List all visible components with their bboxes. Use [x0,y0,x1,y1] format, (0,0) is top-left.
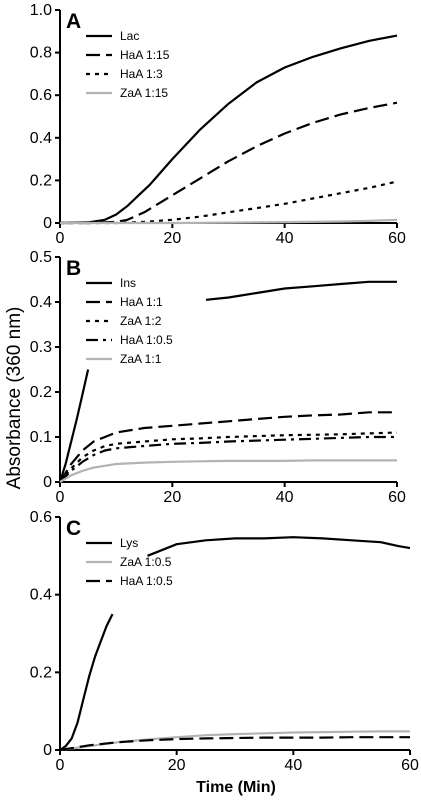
y-tick-label: 0.2 [30,384,52,401]
x-tick-label: 0 [56,230,65,247]
x-tick-label: 40 [284,757,302,774]
chart-panel-c: 0 20 40 60 0 0.2 0.4 0.6 C Lys ZaA 1:0.5 HaA 1:0.5 [30,509,419,774]
series-line-haa-1-15 [60,101,398,225]
x-tick-label: 0 [56,757,65,774]
y-tick-label: 0.8 [30,45,52,62]
y-tick-label: 1.0 [30,2,52,19]
panels: 0 20 40 60 0 0.2 0.4 0.6 0.8 1.0 A Lac HaA 1:15 HaA 1… [30,2,419,774]
x-tick-label: 40 [276,230,294,247]
y-tick-label: 0 [43,215,52,232]
x-tick-label: 0 [56,489,65,506]
series-line-ins [58,369,90,483]
legend: Lac HaA 1:15 HaA 1:3 ZaA 1:15 [86,29,170,100]
x-axis-title: Time (Min) [196,779,276,796]
legend-label: ZaA 1:2 [120,314,162,328]
legend-label: ZaA 1:1 [120,352,162,366]
y-tick-label: 0.6 [30,87,52,104]
series-line-lys [59,613,114,751]
legend-label: ZaA 1:15 [120,86,168,100]
series-line-haa-1-0-5 [59,435,397,483]
chart-panel-b: 0 20 40 60 0 0.1 0.2 0.3 0.4 0.5 B Ins HaA 1:1 ZaA 1:… [30,249,406,506]
y-tick-label: 0.3 [30,339,52,356]
legend-label: HaA 1:3 [120,67,163,81]
series-line-zaa-1-2 [59,431,398,483]
legend-label: Lac [120,29,139,43]
x-tick-label: 20 [163,489,181,506]
x-tick-label: 60 [388,230,406,247]
legend: Ins HaA 1:1 ZaA 1:2 HaA 1:0.5 ZaA 1:1 [86,276,173,366]
y-tick-label: 0 [43,474,52,491]
y-tick-label: 0.4 [30,294,52,311]
x-tick-label: 60 [401,757,419,774]
series-line-ins [205,280,397,301]
legend-label: Ins [120,276,136,290]
y-tick-label: 0.4 [30,587,52,604]
panel-letter: B [66,257,81,280]
y-tick-label: 0.2 [30,664,52,681]
y-tick-label: 0 [43,742,52,759]
x-tick-label: 20 [163,230,181,247]
legend-label: HaA 1:0.5 [120,333,173,347]
legend-label: HaA 1:1 [120,295,163,309]
legend: Lys ZaA 1:0.5 HaA 1:0.5 [86,536,173,588]
legend-label: HaA 1:0.5 [120,574,173,588]
series-line-lys [147,536,411,557]
legend-label: ZaA 1:0.5 [120,555,172,569]
y-tick-label: 0.2 [30,172,52,189]
series-line-lac [59,34,398,225]
x-tick-label: 40 [276,489,294,506]
panel-letter: C [66,517,81,540]
y-tick-label: 0.6 [30,509,52,526]
x-tick-label: 60 [388,489,406,506]
series-line-zaa-1-0-5 [59,730,410,752]
y-axis-title: Absorbance (360 nm) [4,307,25,490]
legend-label: HaA 1:15 [120,48,170,62]
chart-panel-a: 0 20 40 60 0 0.2 0.4 0.6 0.8 1.0 A Lac HaA 1:15 HaA 1… [30,2,406,247]
panel-letter: A [66,10,81,33]
series-line-zaa-1-15 [60,218,398,225]
series-line-zaa-1-1 [59,459,397,483]
legend-label: Lys [120,536,138,550]
y-tick-label: 0.5 [30,249,52,266]
y-tick-label: 0.4 [30,130,52,147]
series-line-haa-1-1 [59,411,397,483]
series-line-haa-1-0-5 [59,736,410,752]
y-tick-label: 0.1 [30,429,52,446]
series-line-haa-1-3 [60,180,398,225]
x-tick-label: 20 [168,757,186,774]
